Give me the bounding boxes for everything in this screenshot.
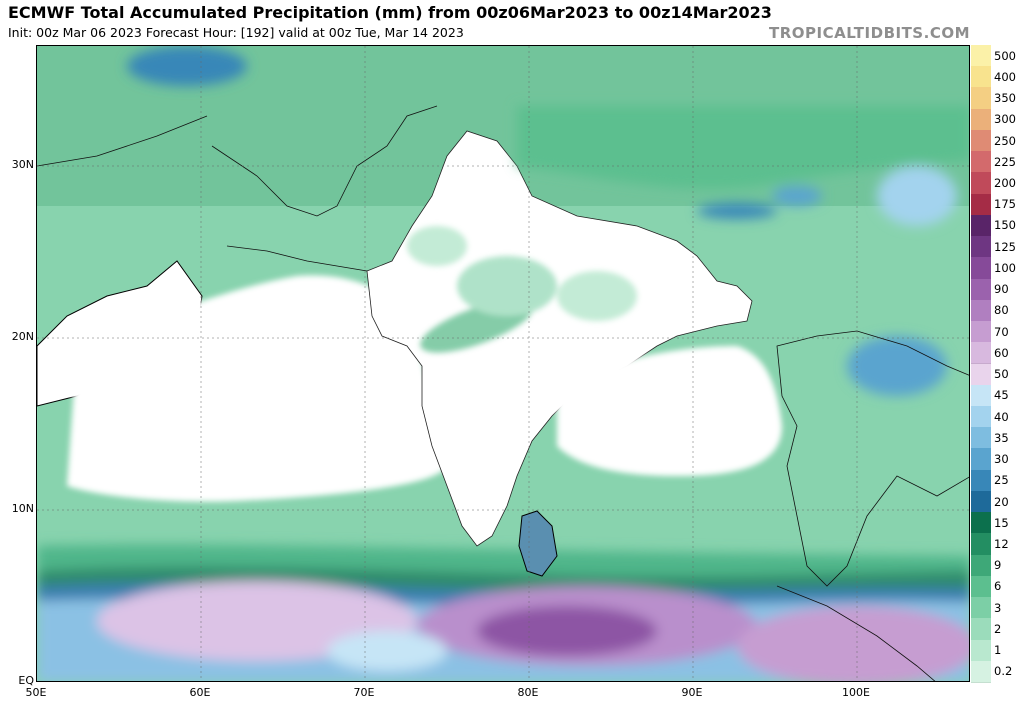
legend-label: 70 [994, 324, 1009, 339]
legend-label: 50 [994, 367, 1009, 382]
lat-label-eq: EQ [18, 674, 34, 687]
legend-swatch [971, 597, 991, 620]
legend-label: 9 [994, 558, 1002, 573]
legend-label: 0.2 [994, 664, 1013, 679]
legend-swatch [971, 151, 991, 174]
legend-swatch [971, 533, 991, 556]
legend-label: 225 [994, 154, 1016, 169]
legend-label: 60 [994, 345, 1009, 360]
legend-swatch [971, 660, 991, 683]
legend-label: 250 [994, 133, 1016, 148]
legend-swatch [971, 427, 991, 450]
map-title: ECMWF Total Accumulated Precipitation (m… [8, 3, 772, 22]
lon-label-70e: 70E [353, 686, 375, 699]
lon-label-50e: 50E [25, 686, 47, 699]
legend-swatch [971, 278, 991, 301]
bay-of-bengal-dry-zone [557, 346, 782, 476]
legend-label: 500 [994, 48, 1016, 63]
india-landmass [366, 130, 753, 547]
legend-swatch [971, 214, 991, 238]
legend-swatch [971, 342, 991, 365]
legend-swatch [971, 490, 991, 514]
brand-watermark: TROPICALTIDBITS.COM [769, 24, 970, 42]
legend-swatch [971, 66, 991, 89]
rain-belt [37, 544, 969, 681]
legend-label: 1 [994, 643, 1002, 658]
map-subtitle: Init: 00z Mar 06 2023 Forecast Hour: [19… [8, 25, 464, 40]
legend-label: 300 [994, 112, 1016, 127]
legend-swatch [971, 45, 991, 68]
legend-swatch [971, 448, 991, 471]
map-canvas [37, 46, 969, 681]
legend-swatch [971, 129, 991, 153]
lon-label-100e: 100E [842, 686, 870, 699]
legend-label: 100 [994, 260, 1016, 275]
lat-label-30n: 30N [11, 158, 34, 171]
arabian-sea-dry-zone [67, 275, 447, 502]
legend-label: 30 [994, 452, 1009, 467]
legend-swatch [971, 257, 991, 280]
graticule [37, 46, 969, 681]
legend-label: 6 [994, 579, 1002, 594]
legend-swatch [971, 575, 991, 599]
legend-swatch [971, 321, 991, 344]
legend-swatch [971, 639, 991, 662]
legend-swatch [971, 384, 991, 407]
legend-swatch [971, 405, 991, 429]
precipitation-map [36, 45, 970, 682]
sumatra-outline [776, 585, 936, 681]
legend-label: 3 [994, 600, 1002, 615]
legend-label: 2 [994, 621, 1002, 636]
lat-label-20n: 20N [11, 330, 34, 343]
legend-label: 400 [994, 69, 1016, 84]
country-borders [37, 105, 438, 272]
legend-label: 25 [994, 473, 1009, 488]
legend-swatch [971, 512, 991, 535]
legend-label: 40 [994, 409, 1009, 424]
legend-label: 350 [994, 91, 1016, 106]
legend-label: 175 [994, 197, 1016, 212]
legend-label: 90 [994, 282, 1009, 297]
indochina-landmass [776, 330, 969, 587]
legend-label: 12 [994, 536, 1009, 551]
legend-label: 150 [994, 218, 1016, 233]
legend-label: 20 [994, 494, 1009, 509]
lon-label-80e: 80E [517, 686, 539, 699]
legend-swatch [971, 554, 991, 577]
legend-swatch [971, 236, 991, 259]
legend-label: 125 [994, 239, 1016, 254]
legend-swatch [971, 469, 991, 492]
legend-label: 15 [994, 515, 1009, 530]
lon-label-90e: 90E [681, 686, 703, 699]
legend-swatch [971, 108, 991, 131]
precipitation-legend: 500 400 350 300 250 225 200 175 150 125 100 90 80 70 6… [971, 45, 1024, 683]
legend-swatch [971, 618, 991, 641]
legend-label: 80 [994, 303, 1009, 318]
sri-lanka [518, 510, 558, 577]
legend-swatch [971, 193, 991, 216]
legend-label: 45 [994, 388, 1009, 403]
legend-swatch [971, 172, 991, 195]
legend-label: 35 [994, 430, 1009, 445]
inland-rain-patches [407, 226, 637, 353]
lon-label-60e: 60E [189, 686, 211, 699]
lat-label-10n: 10N [11, 502, 34, 515]
legend-swatch [971, 87, 991, 110]
legend-swatch [971, 299, 991, 323]
himalaya-rain [127, 46, 969, 396]
legend-swatch [971, 363, 991, 386]
legend-label: 200 [994, 176, 1016, 191]
